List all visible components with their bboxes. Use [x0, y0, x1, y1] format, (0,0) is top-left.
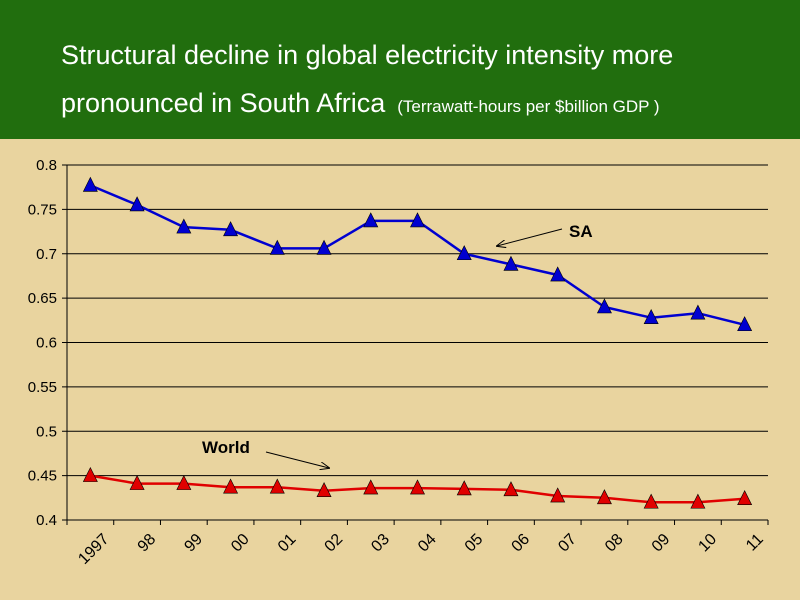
data-point-world	[690, 493, 706, 509]
x-tick-label: 03	[368, 531, 393, 556]
data-point-world	[269, 478, 285, 494]
data-point-sa	[176, 218, 192, 234]
x-tick-label: 02	[322, 531, 347, 556]
y-tick-label: 0.7	[36, 246, 57, 263]
chart-annotations: SA World	[202, 222, 593, 468]
chart-title-line-2: pronounced in South Africa (Terrawatt-hou…	[61, 88, 660, 119]
y-tick-label: 0.55	[28, 379, 57, 396]
x-tick-label: 05	[462, 531, 487, 556]
data-point-sa	[456, 245, 472, 261]
data-point-world	[550, 487, 566, 503]
data-point-world	[316, 482, 332, 498]
data-point-sa	[269, 239, 285, 255]
x-tick-label: 00	[228, 531, 253, 556]
data-point-sa	[690, 304, 706, 320]
x-tick-label: 01	[275, 531, 300, 556]
title-banner: Structural decline in global electricity…	[0, 0, 800, 139]
data-point-world	[596, 489, 612, 505]
chart-title-line-2-text: pronounced in South Africa	[61, 88, 386, 118]
series-line-sa	[89, 184, 745, 327]
data-point-world	[176, 474, 192, 490]
chart-subtitle: (Terrawatt-hours per $billion GDP )	[397, 97, 660, 116]
annotation-arrow-sa	[497, 228, 563, 246]
x-tick-label: 1997	[75, 531, 112, 568]
data-point-world	[363, 479, 379, 495]
data-point-world	[410, 479, 425, 495]
x-tick-label: 08	[602, 531, 627, 556]
annotation-label-world: World	[202, 438, 250, 457]
x-tick-label: 98	[135, 531, 160, 556]
data-point-sa	[596, 298, 612, 314]
data-point-world	[643, 493, 659, 509]
x-tick-label: 09	[649, 531, 674, 556]
data-point-sa	[503, 255, 519, 271]
x-tick-label: 06	[509, 531, 534, 556]
data-point-world	[456, 480, 472, 496]
data-point-world	[737, 490, 753, 506]
data-point-sa	[363, 212, 379, 228]
data-point-sa	[82, 176, 98, 192]
data-point-sa	[410, 212, 425, 228]
y-axis-ticks: 0.8 0.75 0.7 0.65 0.6 0.55 0.5 0.45 0.4	[28, 157, 67, 529]
chart-grid	[67, 164, 768, 477]
data-point-sa	[737, 316, 753, 332]
y-tick-label: 0.45	[28, 468, 57, 485]
data-point-world	[129, 474, 145, 490]
x-tick-label: 99	[181, 531, 206, 556]
data-point-sa	[223, 221, 239, 237]
chart-series	[82, 176, 753, 509]
data-point-sa	[316, 239, 332, 255]
y-tick-label: 0.75	[28, 201, 57, 218]
x-tick-label: 10	[695, 531, 720, 556]
data-point-world	[223, 478, 239, 494]
data-point-sa	[129, 196, 145, 212]
data-point-world	[503, 481, 519, 497]
annotation-arrow-world	[265, 451, 329, 468]
y-tick-label: 0.5	[36, 423, 57, 440]
y-tick-label: 0.8	[36, 157, 57, 174]
x-tick-label: 04	[415, 531, 440, 556]
line-chart: 0.8 0.75 0.7 0.65 0.6 0.55 0.5 0.45 0.4 1997 98 99…	[28, 157, 769, 568]
y-tick-label: 0.65	[28, 290, 57, 307]
x-tick-label: 11	[743, 531, 767, 555]
y-tick-label: 0.4	[36, 512, 57, 529]
chart-title-line-1: Structural decline in global electricity…	[61, 40, 674, 70]
x-tick-label: 07	[555, 531, 580, 556]
data-point-world	[82, 466, 98, 482]
x-axis-ticks: 1997 98 99 00 01 02 03 04 05 06 07 08 09 10 11	[66, 520, 769, 568]
annotation-label-sa: SA	[569, 222, 593, 241]
y-tick-label: 0.6	[36, 335, 57, 352]
data-point-sa	[550, 266, 566, 282]
data-point-sa	[643, 308, 659, 324]
